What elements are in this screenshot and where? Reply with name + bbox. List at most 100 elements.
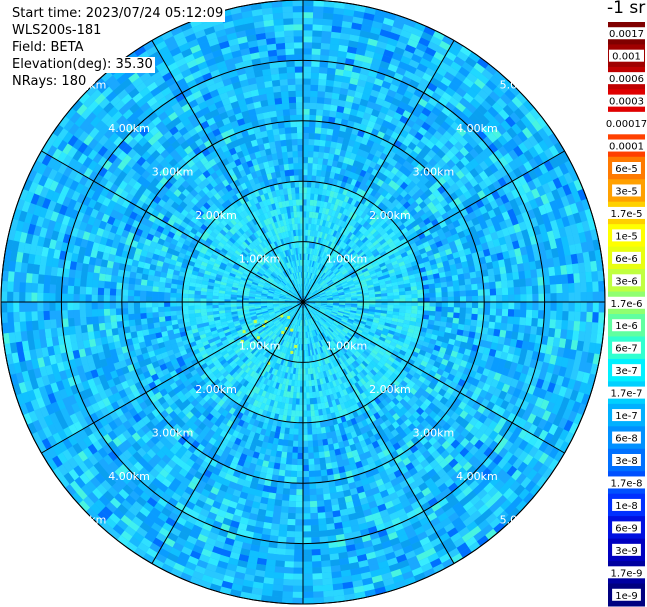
- range-gate: [325, 289, 332, 293]
- range-gate: [308, 217, 312, 224]
- range-gate: [332, 267, 338, 273]
- range-gate: [352, 16, 364, 25]
- range-gate: [303, 290, 306, 297]
- range-gate: [309, 482, 317, 490]
- range-gate: [338, 155, 345, 163]
- range-gate: [303, 211, 307, 218]
- range-gate: [311, 54, 321, 62]
- range-gate: [526, 302, 533, 311]
- range-gate: [574, 292, 581, 303]
- range-gate: [410, 200, 419, 209]
- range-gate: [307, 446, 314, 453]
- range-gate: [407, 197, 416, 206]
- range-gate: [328, 55, 338, 63]
- range-gate: [315, 175, 321, 183]
- range-gate: [307, 157, 314, 164]
- range-gate: [433, 235, 441, 244]
- range-gate: [313, 293, 320, 297]
- range-gate: [483, 288, 491, 296]
- range-gate: [287, 518, 296, 526]
- range-gate: [263, 577, 274, 585]
- range-gate: [468, 138, 479, 149]
- range-gate: [341, 251, 348, 258]
- range-gate: [313, 248, 317, 256]
- range-gate: [445, 149, 456, 160]
- range-gate: [336, 254, 342, 261]
- range-gate: [518, 203, 528, 214]
- range-gate: [542, 171, 553, 184]
- range-gate: [474, 78, 486, 90]
- range-gate: [390, 234, 399, 242]
- range-gate: [417, 126, 428, 136]
- range-gate: [459, 45, 473, 57]
- range-gate: [385, 262, 393, 269]
- range-gate: [303, 102, 311, 109]
- range-gate: [323, 275, 329, 281]
- range-gate: [307, 278, 310, 285]
- range-gate: [379, 262, 386, 268]
- range-gate: [323, 214, 329, 221]
- range-gate: [333, 173, 340, 181]
- range-gate: [348, 40, 359, 48]
- range-gate: [316, 286, 323, 291]
- range-gate: [282, 494, 290, 501]
- range-gate: [470, 123, 482, 135]
- range-gate: [388, 231, 396, 239]
- range-gate: [500, 273, 508, 282]
- range-gate: [320, 194, 326, 202]
- range-gate: [379, 238, 387, 246]
- range-gate: [455, 225, 464, 234]
- range-gate: [543, 160, 554, 172]
- range-gate: [358, 225, 366, 233]
- range-gate: [335, 245, 341, 252]
- range-gate: [373, 77, 384, 87]
- range-gate: [560, 329, 568, 340]
- range-gate: [371, 275, 378, 280]
- range-gate: [331, 92, 340, 100]
- range-gate: [303, 163, 308, 170]
- range-gate: [303, 60, 312, 67]
- range-gate: [311, 260, 315, 268]
- range-gate: [333, 279, 340, 284]
- range-gate: [465, 296, 473, 303]
- range-gate: [421, 144, 432, 155]
- range-gate: [496, 97, 508, 110]
- range-gate: [429, 77, 441, 87]
- range-gate: [341, 282, 348, 287]
- range-gate: [400, 227, 409, 235]
- range-gate: [388, 83, 399, 93]
- range-gate: [307, 285, 311, 292]
- range-gate: [351, 65, 362, 74]
- range-gate: [518, 142, 529, 154]
- range-gate: [313, 291, 319, 296]
- range-gate: [351, 206, 358, 214]
- range-gate: [308, 470, 316, 478]
- range-gate: [487, 132, 498, 143]
- range-gate: [340, 220, 346, 228]
- range-gate: [365, 223, 372, 231]
- range-gate: [501, 287, 509, 296]
- range-gate: [275, 560, 285, 568]
- range-gate: [342, 270, 349, 276]
- range-gate: [387, 304, 394, 309]
- range-gate: [454, 238, 462, 247]
- range-gate: [368, 174, 376, 182]
- range-gate: [307, 278, 311, 285]
- range-gate: [429, 306, 436, 312]
- range-gate: [521, 182, 532, 194]
- range-gate: [414, 204, 423, 213]
- range-gate: [503, 163, 514, 175]
- range-gate: [302, 416, 308, 423]
- range-gate: [303, 205, 307, 212]
- range-gate: [342, 260, 348, 266]
- range-gate: [405, 132, 415, 142]
- range-gate: [328, 248, 334, 255]
- range-gate: [340, 249, 346, 256]
- range-gate: [349, 259, 356, 265]
- range-gate: [393, 250, 401, 258]
- range-gate: [318, 257, 323, 264]
- range-gate: [356, 249, 364, 256]
- range-gate: [498, 156, 509, 168]
- range-gate: [323, 0, 335, 8]
- range-gate: [381, 296, 388, 300]
